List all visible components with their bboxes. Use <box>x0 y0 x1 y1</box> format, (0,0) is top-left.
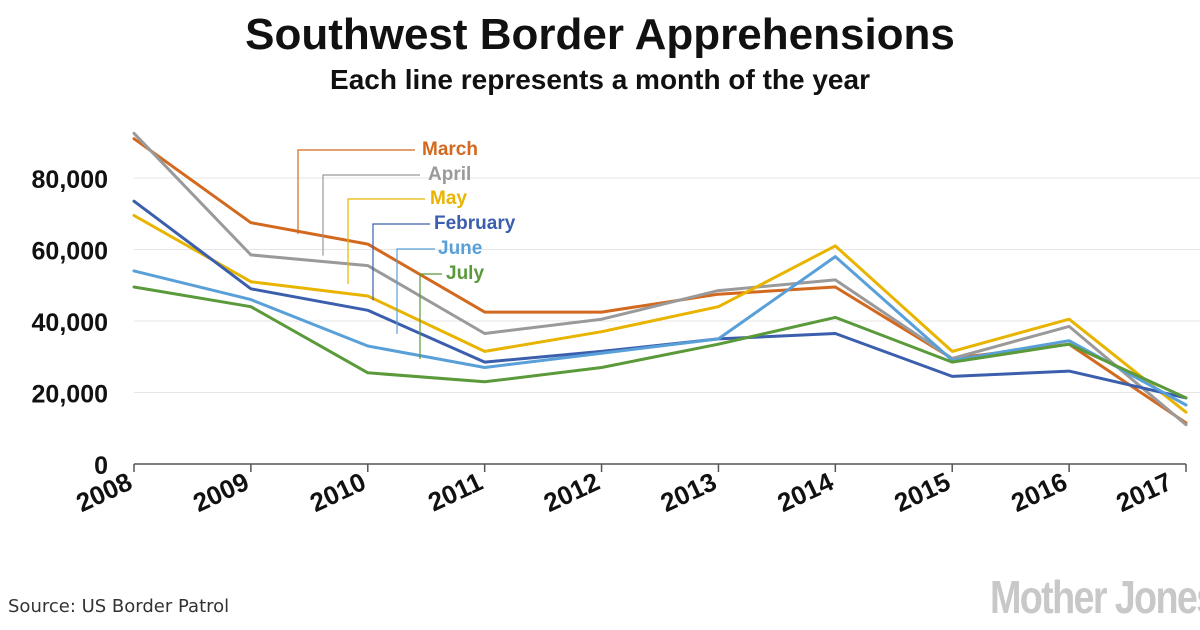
label-leader-june <box>396 248 435 334</box>
series-label-april: April <box>428 164 471 185</box>
label-leader-april <box>322 174 420 256</box>
series-label-june: June <box>438 238 482 259</box>
series-line-june <box>132 255 1188 407</box>
y-tick-label: 80,000 <box>32 166 108 194</box>
label-leader-march <box>297 149 415 235</box>
chart-subtitle: Each line represents a month of the year <box>330 64 870 95</box>
x-tick-label: 2015 <box>890 466 955 518</box>
y-tick-label: 20,000 <box>32 381 108 409</box>
series-line-march <box>132 137 1188 425</box>
series-line-july <box>132 285 1188 400</box>
y-tick-label: 0 <box>94 452 108 480</box>
x-tick-label: 2017 <box>1111 466 1176 518</box>
y-tick-label: 40,000 <box>32 309 108 337</box>
chart-title: Southwest Border Apprehensions <box>245 10 955 59</box>
y-tick-label: 60,000 <box>32 238 108 266</box>
series-label-july: July <box>446 263 484 284</box>
label-leader-february <box>372 223 430 301</box>
x-tick-label: 2013 <box>656 466 721 518</box>
series-label-march: March <box>422 139 478 160</box>
x-tick-label: 2014 <box>773 466 839 518</box>
x-tick-label: 2011 <box>423 466 487 517</box>
label-leader-may <box>347 198 425 284</box>
series-label-may: May <box>430 188 467 209</box>
x-tick-label: 2009 <box>188 466 253 518</box>
series-lines <box>132 131 1188 427</box>
series-line-may <box>132 214 1188 414</box>
series-label-february: February <box>434 213 516 234</box>
x-tick-label: 2010 <box>305 466 370 518</box>
label-leader-july <box>419 273 442 359</box>
source-note: Source: US Border Patrol <box>8 596 230 617</box>
grid-lines <box>134 177 1200 393</box>
x-tick-label: 2016 <box>1007 466 1072 518</box>
x-tick-label: 2012 <box>539 466 604 518</box>
series-line-april <box>132 131 1188 427</box>
series-labels: March April May February June July <box>297 139 516 359</box>
brand-logo: Mother Jones <box>990 571 1200 623</box>
